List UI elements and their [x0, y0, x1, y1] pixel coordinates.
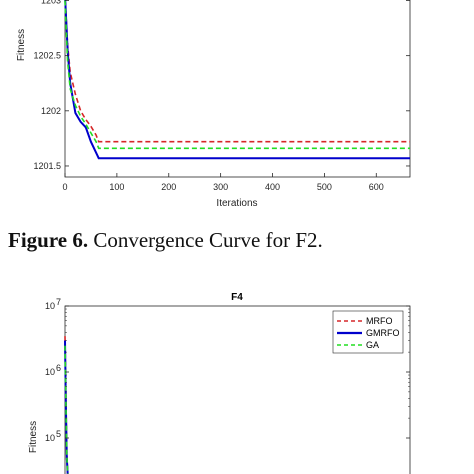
legend-f4: MRFO GMRFO GA	[332, 310, 404, 354]
y-tick-label-f4: 10	[45, 433, 55, 443]
y-tick-label-f4: 10	[45, 367, 55, 377]
series-group-f2	[64, 0, 410, 160]
x-tick-label-f2: 500	[317, 182, 332, 192]
x-tick-label-f2: 200	[161, 182, 176, 192]
y-axis-ticks-f2: 1201.5 1202 1202.5 1203	[33, 0, 410, 171]
figure-caption-text: Convergence Curve for F2.	[88, 228, 323, 252]
figure-caption-label: Figure 6.	[8, 228, 89, 252]
y-tick-label-f2: 1201.5	[33, 161, 61, 171]
x-axis-ticks-f2: 0 100 200 300 400 500 600	[62, 173, 384, 192]
y-tick-exponent-f4: 5	[56, 429, 61, 439]
x-tick-label-f2: 400	[265, 182, 280, 192]
y-tick-exponent-f4: 6	[56, 363, 61, 373]
y-tick-label-f4: 10	[45, 301, 55, 311]
x-tick-label-f2: 600	[369, 182, 384, 192]
x-tick-label-f2: 100	[109, 182, 124, 192]
legend-label-mrfo: MRFO	[366, 316, 393, 326]
figure-caption: Figure 6. Convergence Curve for F2.	[8, 228, 323, 253]
series-line-f2-mrfo	[64, 0, 410, 143]
series-line-f2-ga	[64, 0, 410, 150]
chart-title-f4: F4	[231, 292, 243, 303]
series-group-f4	[64, 336, 69, 474]
x-axis-label-f2: Iterations	[216, 198, 257, 209]
x-tick-label-f2: 300	[213, 182, 228, 192]
x-tick-label-f2: 0	[62, 182, 67, 192]
y-tick-exponent-f4: 7	[56, 297, 61, 307]
y-tick-label-f2: 1202	[41, 106, 61, 116]
legend-label-gmrfo: GMRFO	[366, 328, 400, 338]
chart-f2: 1201.5 1202 1202.5 1203 0 100 200 300 400 500 600…	[16, 0, 411, 209]
y-tick-label-f2: 1203	[41, 0, 61, 6]
y-tick-label-f2: 1202.5	[33, 51, 61, 61]
plot-area-f2	[64, 0, 411, 178]
y-axis-label-f2: Fitness	[16, 29, 27, 61]
legend-label-ga: GA	[366, 340, 379, 350]
y-axis-label-f4: Fitness	[28, 421, 39, 453]
